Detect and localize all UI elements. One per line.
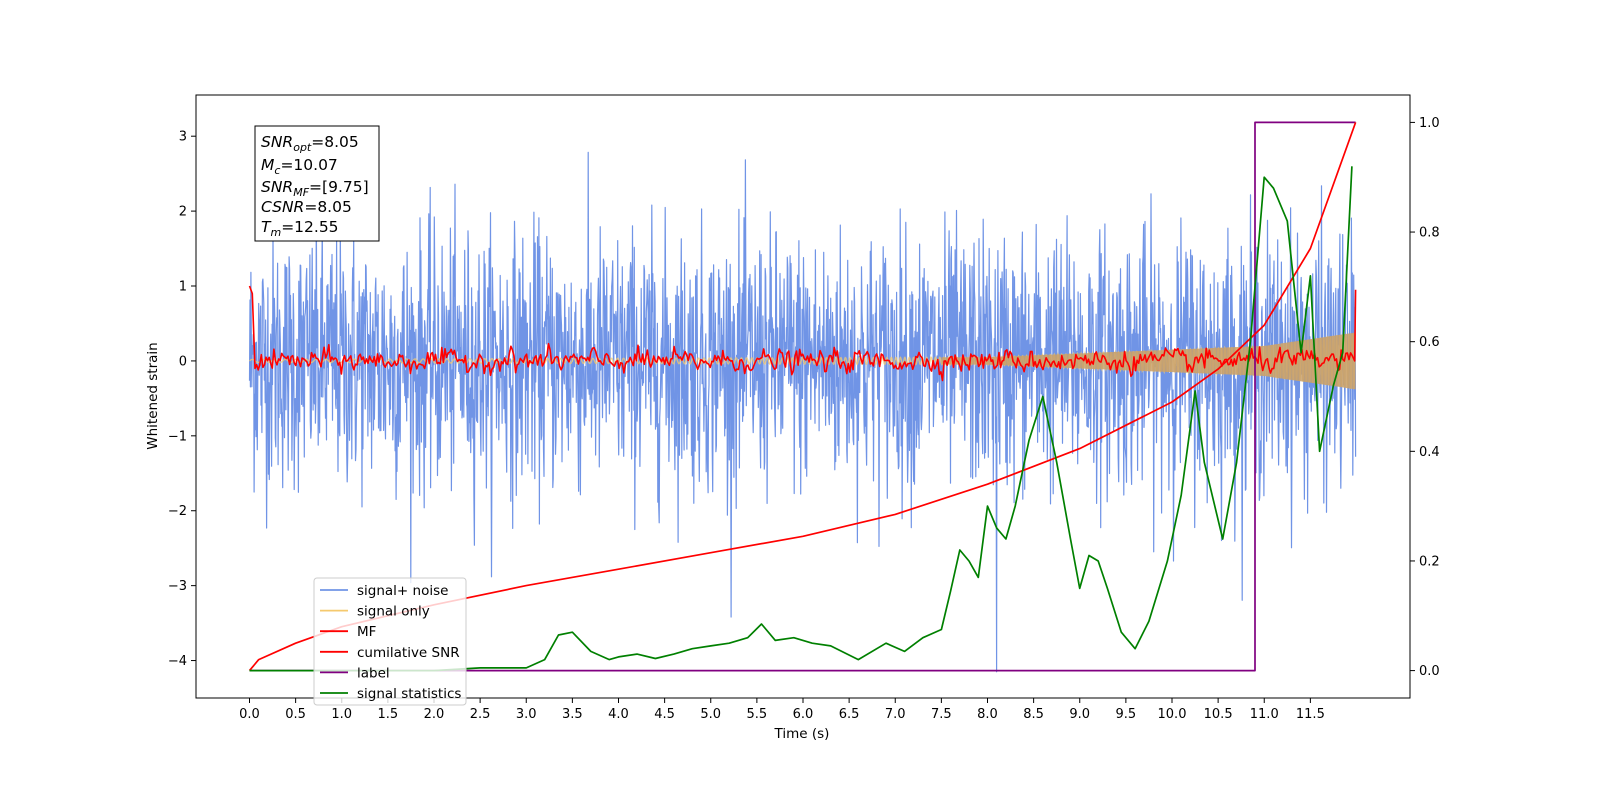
- x-tick-label: 1.5: [378, 707, 399, 722]
- metrics-annotation-box: SNRopt=8.05 Mc=10.07 SNRMF=[9.75] CSNR=8…: [254, 125, 380, 242]
- snr-mf-text: SNRMF=[9.75]: [261, 178, 369, 199]
- mc-text: Mc=10.07: [261, 156, 338, 177]
- snr-opt-sub: opt: [293, 141, 312, 154]
- legend-label-cumulative-snr: cumilative SNR: [357, 645, 460, 661]
- mc-sub: c: [274, 164, 280, 177]
- x-tick-label: 0.5: [285, 707, 306, 722]
- snr-opt-text: SNRopt=8.05: [261, 133, 359, 154]
- y-tick-label: 1: [179, 280, 187, 295]
- csnr-text: CSNR=8.05: [261, 198, 352, 216]
- x-tick-label: 3.5: [562, 707, 583, 722]
- tm-text: Tm=12.55: [261, 218, 339, 239]
- signal-only-series: [249, 332, 1356, 390]
- y-tick-label: 0: [179, 354, 187, 369]
- x-axis-label: Time (s): [774, 726, 830, 742]
- mf-line: [248, 285, 1357, 382]
- legend-label-signal-statistics: signal statistics: [357, 686, 461, 702]
- y-tick-label: −2: [168, 504, 187, 519]
- y2-tick-label: 0.8: [1419, 226, 1440, 241]
- signal-plus-noise-series: [248, 151, 1357, 673]
- signal-only-envelope: [941, 332, 1356, 390]
- x-tick-label: 11.0: [1250, 707, 1279, 722]
- legend-label-mf: MF: [357, 624, 376, 640]
- tm-sub: m: [270, 226, 281, 239]
- mc-base: M: [261, 156, 274, 174]
- mc-value: =10.07: [280, 156, 337, 174]
- x-tick-label: 7.0: [885, 707, 906, 722]
- mf-series: [248, 285, 1357, 382]
- annotation-frame: [254, 125, 380, 242]
- y2-axis: 1.0 0.8 0.6 0.4 0.2 0.0: [1410, 116, 1440, 679]
- x-tick-label: 7.5: [931, 707, 952, 722]
- x-tick-label: 10.0: [1158, 707, 1187, 722]
- y-tick-label: 3: [179, 130, 187, 145]
- tm-base: T: [261, 218, 272, 236]
- y2-tick-label: 0.0: [1419, 664, 1440, 679]
- x-tick-label: 11.5: [1296, 707, 1325, 722]
- legend-label-label: label: [357, 665, 390, 681]
- label-line: [249, 121, 1356, 672]
- x-tick-label: 2.5: [470, 707, 491, 722]
- legend: signal+ noise signal only MF cumilative SNR…: [313, 577, 467, 706]
- y-axis: 3 2 1 0 −1 −2 −3 −4: [168, 130, 196, 669]
- csnr-value: =8.05: [304, 198, 352, 216]
- x-tick-label: 6.0: [793, 707, 814, 722]
- snr-mf-value: =[9.75]: [309, 178, 369, 196]
- snr-mf-base: SNR: [261, 178, 293, 196]
- y2-tick-label: 0.6: [1419, 335, 1440, 350]
- x-tick-label: 1.0: [331, 707, 352, 722]
- y-tick-label: −3: [168, 579, 187, 594]
- y2-tick-label: 1.0: [1419, 116, 1440, 131]
- legend-frame: [313, 577, 467, 706]
- x-tick-label: 4.5: [654, 707, 675, 722]
- x-tick-label: 8.5: [1023, 707, 1044, 722]
- x-tick-label: 8.0: [977, 707, 998, 722]
- y-tick-label: −4: [168, 654, 187, 669]
- snr-mf-sub: MF: [293, 186, 309, 199]
- x-tick-label: 10.5: [1204, 707, 1233, 722]
- y2-tick-label: 0.4: [1419, 445, 1440, 460]
- signal-plus-noise-line: [248, 151, 1357, 673]
- y2-tick-label: 0.2: [1419, 554, 1440, 569]
- y-axis-label: Whitened strain: [145, 342, 161, 449]
- x-axis: 0.0 0.5 1.0 1.5 2.0 2.5 3.0 3.5 4.0 4.5 5.0 5.5 6.0 6…: [239, 698, 1325, 722]
- x-tick-label: 9.0: [1069, 707, 1090, 722]
- legend-label-signal-plus-noise: signal+ noise: [357, 583, 448, 599]
- x-tick-label: 6.5: [839, 707, 860, 722]
- x-tick-label: 5.5: [747, 707, 768, 722]
- signal-statistics-line: [249, 166, 1353, 672]
- csnr-base: CSNR: [261, 198, 304, 216]
- x-tick-label: 0.0: [239, 707, 260, 722]
- y-tick-label: 2: [179, 205, 187, 220]
- snr-opt-value: =8.05: [311, 133, 359, 151]
- x-tick-label: 9.5: [1116, 707, 1137, 722]
- y-tick-label: −1: [168, 429, 187, 444]
- x-tick-label: 4.0: [608, 707, 629, 722]
- legend-label-signal-only: signal only: [357, 604, 430, 620]
- tm-value: =12.55: [281, 218, 338, 236]
- x-tick-label: 3.0: [516, 707, 537, 722]
- x-tick-label: 5.0: [700, 707, 721, 722]
- x-tick-label: 2.0: [424, 707, 445, 722]
- snr-opt-base: SNR: [261, 133, 293, 151]
